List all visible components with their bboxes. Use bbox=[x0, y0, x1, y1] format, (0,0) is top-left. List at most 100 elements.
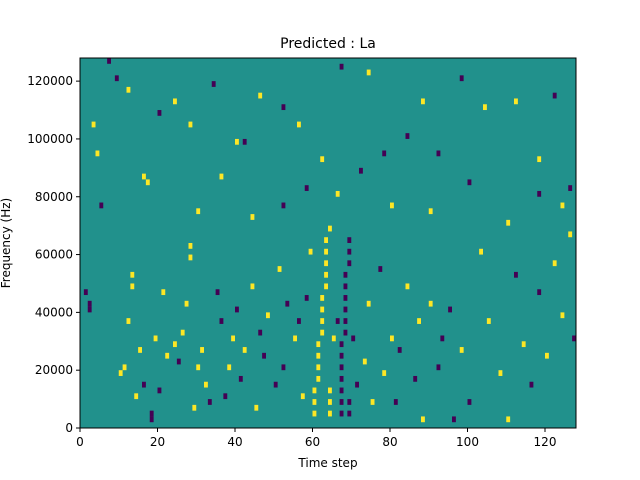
y-axis-label: Frequency (Hz) bbox=[0, 198, 13, 289]
heatmap-cell bbox=[324, 248, 328, 255]
heatmap-cell bbox=[149, 416, 154, 423]
heatmap-cell bbox=[235, 138, 239, 145]
heatmap-cell bbox=[196, 364, 201, 371]
heatmap-cell bbox=[134, 393, 139, 400]
heatmap-cell bbox=[436, 364, 441, 371]
heatmap-cell bbox=[130, 283, 135, 290]
heatmap-cell bbox=[459, 347, 464, 353]
heatmap-cell bbox=[320, 295, 325, 301]
heatmap-cell bbox=[362, 358, 367, 365]
heatmap-cell bbox=[297, 318, 301, 324]
x-tick-label: 40 bbox=[227, 435, 242, 449]
heatmap-cell bbox=[118, 370, 123, 376]
heatmap-cell bbox=[161, 289, 166, 296]
heatmap-cell bbox=[324, 271, 328, 278]
heatmap-cell bbox=[339, 63, 344, 70]
heatmap-cell bbox=[390, 202, 394, 209]
heatmap-cell bbox=[498, 370, 503, 376]
heatmap-cell bbox=[486, 318, 491, 324]
heatmap-cell bbox=[552, 92, 557, 99]
heatmap-cell bbox=[262, 352, 266, 359]
heatmap-cell bbox=[347, 237, 352, 243]
heatmap-cell bbox=[157, 110, 162, 116]
heatmap-cell bbox=[192, 404, 197, 411]
heatmap-cell bbox=[328, 399, 332, 405]
heatmap-cell bbox=[467, 179, 472, 186]
heatmap-cell bbox=[215, 289, 220, 296]
heatmap-cell bbox=[537, 190, 542, 197]
heatmap-cell bbox=[572, 335, 576, 342]
heatmap-cell bbox=[479, 248, 483, 255]
heatmap-cell bbox=[153, 335, 158, 342]
heatmap-cell bbox=[300, 393, 305, 400]
heatmap-cell bbox=[126, 86, 131, 93]
heatmap-cell bbox=[173, 341, 177, 348]
heatmap-cell bbox=[235, 306, 239, 313]
heatmap-cell bbox=[568, 185, 573, 191]
heatmap-cell bbox=[452, 416, 456, 423]
heatmap-cell bbox=[242, 347, 247, 353]
heatmap-cell bbox=[231, 335, 235, 342]
heatmap-cell bbox=[250, 283, 255, 290]
heatmap-cell bbox=[254, 404, 259, 411]
heatmap-cell bbox=[440, 335, 445, 342]
x-tick-label: 100 bbox=[456, 435, 479, 449]
heatmap-cell bbox=[99, 202, 104, 209]
heatmap-cell bbox=[537, 156, 542, 163]
heatmap-cell bbox=[521, 341, 526, 348]
x-tick-label: 120 bbox=[534, 435, 557, 449]
heatmap-cell bbox=[421, 416, 425, 423]
chart-title: Predicted : La bbox=[280, 36, 376, 52]
heatmap-cell bbox=[273, 381, 278, 388]
heatmap-cell bbox=[343, 306, 348, 313]
heatmap-cell bbox=[180, 329, 185, 336]
heatmap-cell bbox=[107, 58, 111, 64]
heatmap-cell bbox=[339, 387, 344, 394]
heatmap-cell bbox=[335, 318, 340, 324]
heatmap-cell bbox=[114, 75, 119, 82]
heatmap-cell bbox=[157, 387, 162, 394]
y-tick-label: 60000 bbox=[35, 248, 73, 262]
heatmap-cell bbox=[223, 393, 228, 400]
heatmap-cell bbox=[324, 283, 328, 290]
heatmap-cell bbox=[483, 104, 487, 111]
heatmap-cell bbox=[316, 364, 321, 371]
heatmap-cell bbox=[227, 364, 232, 371]
heatmap-cell bbox=[436, 150, 441, 157]
heatmap-cell bbox=[347, 260, 352, 267]
heatmap-cell bbox=[176, 358, 181, 365]
heatmap-cell bbox=[188, 121, 193, 128]
heatmap-cell bbox=[320, 306, 325, 313]
heatmap-cell bbox=[351, 335, 356, 342]
heatmap-cell bbox=[285, 300, 290, 307]
heatmap-cell bbox=[382, 150, 387, 157]
heatmap-cell bbox=[366, 300, 371, 307]
heatmap-cell bbox=[390, 335, 394, 342]
heatmap-cell bbox=[188, 243, 193, 249]
heatmap-cell bbox=[343, 271, 348, 278]
heatmap-cell bbox=[405, 283, 410, 290]
heatmap-cell bbox=[142, 381, 146, 388]
heatmap-cell bbox=[324, 260, 328, 267]
heatmap-cell bbox=[428, 208, 433, 215]
heatmap-cell bbox=[428, 300, 433, 307]
heatmap-cell bbox=[366, 69, 371, 76]
heatmap-cell bbox=[347, 399, 352, 405]
x-tick-label: 0 bbox=[76, 435, 84, 449]
heatmap-cell bbox=[200, 347, 204, 353]
heatmap-cell bbox=[95, 150, 100, 157]
heatmap-cell bbox=[281, 364, 286, 371]
heatmap-cell bbox=[568, 231, 573, 238]
heatmap-cell bbox=[312, 387, 317, 394]
heatmap-cell bbox=[83, 289, 88, 296]
heatmap-cell bbox=[207, 399, 212, 405]
heatmap-cell bbox=[324, 237, 328, 243]
heatmap-cell bbox=[529, 381, 534, 388]
heatmap-cell bbox=[138, 347, 142, 353]
heatmap-cell bbox=[343, 295, 348, 301]
heatmap-cell bbox=[142, 173, 146, 180]
heatmap-cell bbox=[316, 341, 321, 348]
heatmap-cell bbox=[537, 289, 542, 296]
heatmap-cell bbox=[211, 81, 216, 87]
